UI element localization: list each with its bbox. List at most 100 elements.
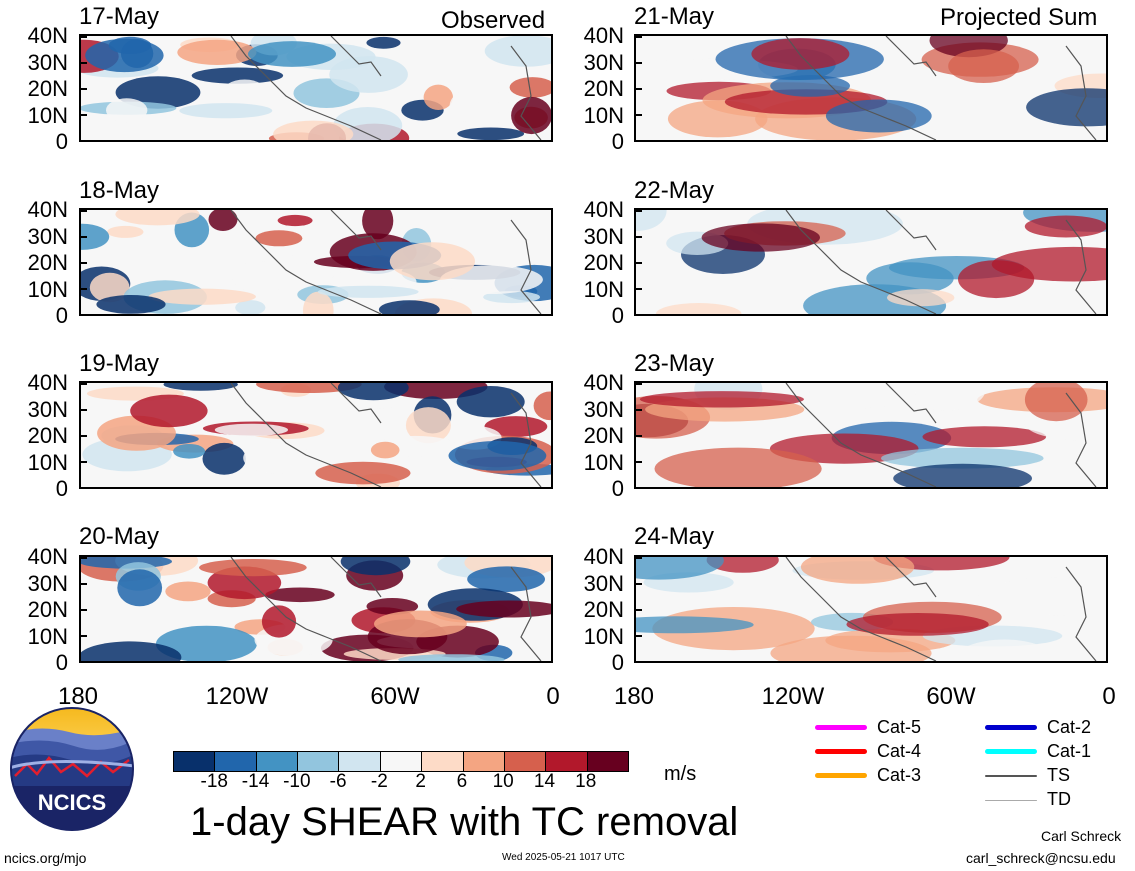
colorbar-swatch bbox=[504, 752, 547, 771]
axis-tick bbox=[636, 661, 642, 663]
legend-label: Cat-1 bbox=[1047, 741, 1092, 761]
shear-field-map bbox=[81, 383, 551, 487]
colorbar-tick-label: 14 bbox=[533, 771, 556, 792]
source-url[interactable]: ncics.org/mjo bbox=[4, 850, 87, 866]
lon-label: 60W bbox=[926, 683, 976, 710]
legend-line-ts bbox=[985, 775, 1037, 777]
panel-date-label: 18-May bbox=[79, 177, 160, 204]
lat-label-left: 40N bbox=[27, 370, 68, 395]
colorbar-swatch bbox=[298, 752, 340, 771]
colorbar-tick-label: 6 bbox=[456, 771, 468, 792]
lat-label-right: 10N bbox=[583, 623, 624, 649]
lat-label-right: 10N bbox=[583, 449, 624, 475]
axis-tick bbox=[81, 609, 87, 611]
lat-label-left: 0 bbox=[55, 129, 68, 154]
lat-label-left: 30N bbox=[27, 570, 68, 596]
lon-label: 180 bbox=[613, 683, 655, 710]
axis-tick bbox=[81, 314, 87, 316]
observed-map-panel bbox=[79, 555, 553, 663]
legend-line-cat-1 bbox=[985, 749, 1037, 754]
lat-label-right: 30N bbox=[583, 570, 624, 596]
axis-tick bbox=[636, 435, 642, 437]
panel-date-label: 19-May bbox=[79, 350, 160, 377]
lat-label-left: 10N bbox=[27, 276, 68, 302]
axis-tick bbox=[81, 487, 87, 489]
lat-label-left: 40N bbox=[27, 544, 68, 569]
colorbar-tick-label: -2 bbox=[370, 771, 388, 792]
timestamp: Wed 2025-05-21 1017 UTC bbox=[502, 852, 625, 863]
lat-label-left: 40N bbox=[27, 23, 68, 48]
lat-label-right: 40N bbox=[583, 544, 624, 569]
lat-label-right: 30N bbox=[583, 223, 624, 249]
axis-tick bbox=[636, 114, 642, 116]
axis-tick bbox=[81, 583, 87, 585]
lat-label-left: 0 bbox=[55, 476, 68, 501]
axis-tick bbox=[81, 36, 87, 38]
lat-label-right: 20N bbox=[583, 597, 624, 622]
colorbar-swatch bbox=[256, 752, 299, 771]
ncics-logo-graphic: NCICS bbox=[10, 707, 134, 831]
shear-field-map bbox=[81, 210, 551, 314]
axis-tick bbox=[636, 262, 642, 264]
colorbar-swatch bbox=[587, 752, 628, 771]
colorbar-tick-label: -18 bbox=[200, 771, 228, 792]
axis-tick bbox=[81, 62, 87, 64]
lat-label-left: 40N bbox=[27, 197, 68, 222]
lat-label-right: 0 bbox=[611, 476, 624, 501]
axis-tick bbox=[81, 262, 87, 264]
lat-label-right: 40N bbox=[583, 197, 624, 222]
axis-tick bbox=[636, 609, 642, 611]
axis-tick bbox=[81, 383, 87, 385]
lon-label: 180 bbox=[57, 683, 99, 710]
lat-label-right: 0 bbox=[611, 129, 624, 154]
colorbar-tick-label: -10 bbox=[283, 771, 311, 792]
lon-label: 120W bbox=[761, 683, 825, 710]
legend-label: Cat-2 bbox=[1047, 717, 1092, 737]
ncics-logo: NCICS bbox=[9, 706, 135, 832]
shear-field-map bbox=[81, 557, 551, 661]
axis-tick bbox=[81, 88, 87, 90]
axis-tick bbox=[81, 635, 87, 637]
axis-tick bbox=[636, 88, 642, 90]
lat-label-left: 0 bbox=[55, 303, 68, 328]
projected-map-panel bbox=[634, 381, 1108, 489]
colorbar-units: m/s bbox=[664, 763, 697, 785]
colorbar-swatch bbox=[174, 752, 216, 771]
lat-label-right: 20N bbox=[583, 423, 624, 448]
panel-date-label: 20-May bbox=[79, 523, 160, 550]
axis-tick bbox=[636, 36, 642, 38]
legend-label: TS bbox=[1047, 765, 1071, 785]
lat-label-right: 20N bbox=[583, 76, 624, 101]
colorbar-tick-label: 2 bbox=[415, 771, 426, 792]
lon-label: 60W bbox=[370, 683, 420, 710]
axis-tick bbox=[636, 288, 642, 290]
legend-line-cat-2 bbox=[985, 725, 1037, 730]
legend-line-cat-5 bbox=[815, 725, 867, 730]
lat-label-left: 10N bbox=[27, 449, 68, 475]
lat-label-left: 20N bbox=[27, 597, 68, 622]
axis-tick bbox=[636, 62, 642, 64]
axis-tick bbox=[81, 557, 87, 559]
panel-date-label: 24-May bbox=[634, 523, 715, 550]
colorbar-tick-label: -14 bbox=[241, 771, 270, 792]
legend-line-td bbox=[985, 800, 1037, 801]
author-name: Carl Schreck bbox=[1041, 828, 1122, 844]
author-email[interactable]: carl_schreck@ncsu.edu bbox=[966, 850, 1116, 866]
colorbar-swatch bbox=[463, 752, 505, 771]
lat-label-right: 40N bbox=[583, 23, 624, 48]
axis-tick bbox=[636, 210, 642, 212]
axis-tick bbox=[81, 210, 87, 212]
observed-map-panel bbox=[79, 381, 553, 489]
colorbar-swatch bbox=[546, 752, 588, 771]
projected-sum-header: Projected Sum bbox=[940, 4, 1098, 31]
shear-field-map bbox=[636, 557, 1106, 661]
axis-tick bbox=[636, 635, 642, 637]
legend-label: Cat-3 bbox=[877, 765, 922, 785]
legend-line-cat-4 bbox=[815, 749, 867, 754]
axis-tick bbox=[636, 383, 642, 385]
axis-tick bbox=[636, 314, 642, 316]
axis-tick bbox=[636, 583, 642, 585]
axis-tick bbox=[636, 409, 642, 411]
colorbar-swatch bbox=[215, 752, 257, 771]
legend-label: Cat-4 bbox=[877, 741, 922, 761]
